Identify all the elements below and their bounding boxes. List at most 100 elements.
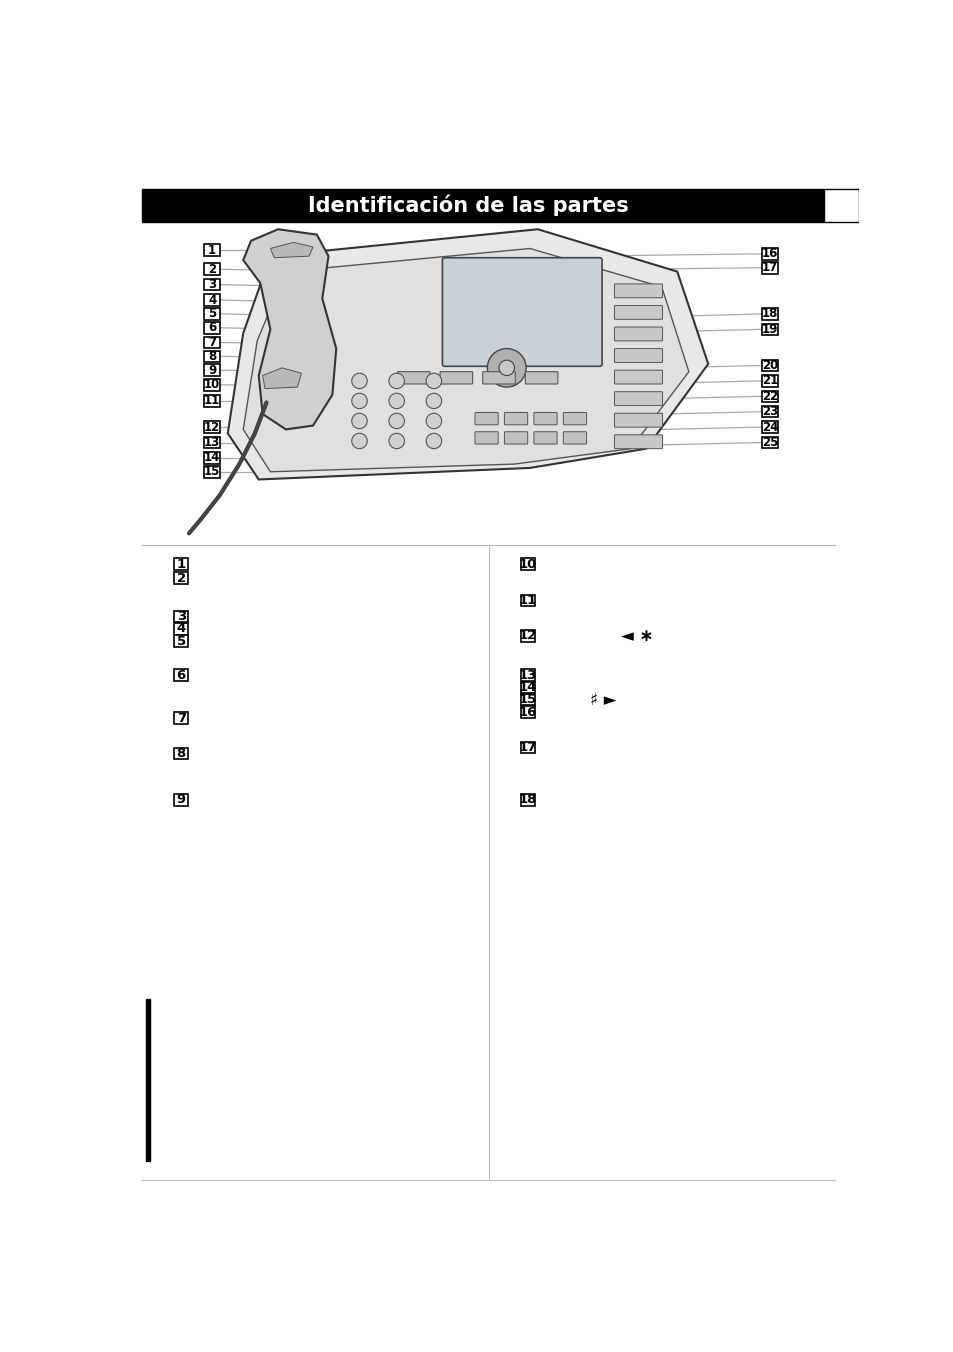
Text: 15: 15 <box>204 465 220 479</box>
Circle shape <box>487 349 525 387</box>
FancyBboxPatch shape <box>614 414 661 427</box>
FancyBboxPatch shape <box>204 279 220 291</box>
FancyBboxPatch shape <box>204 295 220 306</box>
Polygon shape <box>270 242 313 258</box>
Circle shape <box>389 393 404 408</box>
Text: 1: 1 <box>176 557 186 571</box>
Circle shape <box>498 360 514 376</box>
FancyBboxPatch shape <box>761 308 778 319</box>
Text: 14: 14 <box>517 681 537 694</box>
FancyBboxPatch shape <box>562 412 586 425</box>
FancyBboxPatch shape <box>397 372 430 384</box>
FancyBboxPatch shape <box>174 572 188 584</box>
Text: 10: 10 <box>204 379 220 391</box>
FancyBboxPatch shape <box>761 437 778 449</box>
FancyBboxPatch shape <box>761 262 778 273</box>
FancyBboxPatch shape <box>520 706 534 718</box>
Text: 8: 8 <box>176 748 186 760</box>
FancyBboxPatch shape <box>520 681 534 694</box>
Text: ♯ ►: ♯ ► <box>589 691 616 708</box>
Text: 6: 6 <box>208 322 216 334</box>
FancyBboxPatch shape <box>204 308 220 319</box>
FancyBboxPatch shape <box>520 794 534 806</box>
FancyBboxPatch shape <box>761 391 778 402</box>
Circle shape <box>352 433 367 449</box>
FancyBboxPatch shape <box>475 431 497 443</box>
FancyBboxPatch shape <box>614 327 661 341</box>
FancyBboxPatch shape <box>174 611 188 622</box>
FancyBboxPatch shape <box>761 406 778 418</box>
Text: Identificación de las partes: Identificación de las partes <box>307 195 628 216</box>
FancyBboxPatch shape <box>534 412 557 425</box>
FancyBboxPatch shape <box>475 412 497 425</box>
FancyBboxPatch shape <box>761 249 778 260</box>
FancyBboxPatch shape <box>174 669 188 681</box>
Text: 21: 21 <box>761 375 778 388</box>
Circle shape <box>389 414 404 429</box>
FancyBboxPatch shape <box>204 322 220 334</box>
Text: 25: 25 <box>761 437 778 449</box>
Polygon shape <box>228 230 707 480</box>
FancyBboxPatch shape <box>482 372 515 384</box>
Text: 6: 6 <box>176 668 186 681</box>
FancyBboxPatch shape <box>204 245 220 256</box>
Circle shape <box>389 373 404 388</box>
FancyBboxPatch shape <box>614 306 661 319</box>
Text: 24: 24 <box>761 420 778 434</box>
FancyBboxPatch shape <box>562 431 586 443</box>
Polygon shape <box>243 230 335 430</box>
Circle shape <box>426 433 441 449</box>
Circle shape <box>352 373 367 388</box>
Text: 10: 10 <box>517 557 537 571</box>
FancyBboxPatch shape <box>174 635 188 648</box>
FancyBboxPatch shape <box>142 189 823 222</box>
Text: 16: 16 <box>517 706 537 718</box>
Text: 5: 5 <box>208 307 216 320</box>
FancyBboxPatch shape <box>614 435 661 449</box>
Circle shape <box>352 414 367 429</box>
Circle shape <box>426 373 441 388</box>
FancyBboxPatch shape <box>614 284 661 297</box>
FancyBboxPatch shape <box>146 999 150 1161</box>
FancyBboxPatch shape <box>442 258 601 366</box>
FancyBboxPatch shape <box>504 412 527 425</box>
Text: 7: 7 <box>208 335 216 349</box>
FancyBboxPatch shape <box>174 558 188 571</box>
Text: 17: 17 <box>518 741 537 754</box>
Text: 17: 17 <box>761 261 778 274</box>
Polygon shape <box>262 368 301 388</box>
FancyBboxPatch shape <box>174 623 188 634</box>
FancyBboxPatch shape <box>204 422 220 433</box>
Text: 2: 2 <box>176 572 186 584</box>
FancyBboxPatch shape <box>614 349 661 362</box>
Text: 9: 9 <box>176 794 186 806</box>
FancyBboxPatch shape <box>525 372 558 384</box>
FancyBboxPatch shape <box>439 372 472 384</box>
Text: 5: 5 <box>176 634 186 648</box>
FancyBboxPatch shape <box>520 595 534 606</box>
Text: 15: 15 <box>518 694 537 706</box>
Text: 23: 23 <box>761 406 778 418</box>
Text: 4: 4 <box>176 622 186 635</box>
FancyBboxPatch shape <box>204 264 220 274</box>
FancyBboxPatch shape <box>174 794 188 806</box>
FancyBboxPatch shape <box>204 466 220 477</box>
Text: ◄ ∗: ◄ ∗ <box>620 627 653 645</box>
FancyBboxPatch shape <box>614 392 661 406</box>
FancyBboxPatch shape <box>204 395 220 407</box>
Text: 22: 22 <box>761 389 778 403</box>
Text: 19: 19 <box>761 323 778 335</box>
Circle shape <box>426 393 441 408</box>
Text: 9: 9 <box>208 364 216 377</box>
Text: 18: 18 <box>761 307 778 320</box>
FancyBboxPatch shape <box>504 431 527 443</box>
FancyBboxPatch shape <box>204 437 220 449</box>
FancyBboxPatch shape <box>534 431 557 443</box>
FancyBboxPatch shape <box>204 365 220 376</box>
Circle shape <box>389 433 404 449</box>
Text: 2: 2 <box>208 262 216 276</box>
Text: 1: 1 <box>208 243 216 257</box>
FancyBboxPatch shape <box>614 370 661 384</box>
Text: 8: 8 <box>208 350 216 362</box>
FancyBboxPatch shape <box>761 323 778 335</box>
